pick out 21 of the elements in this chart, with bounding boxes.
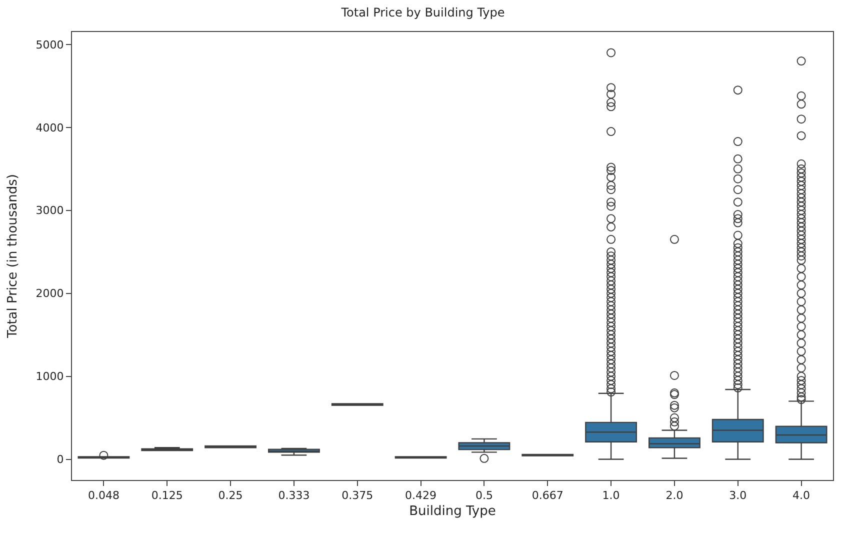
x-axis-title: Building Type xyxy=(409,504,496,519)
x-tick-label: 0.048 xyxy=(88,489,120,502)
x-tick-label: 3.0 xyxy=(729,489,747,502)
x-tick-label: 0.429 xyxy=(405,489,437,502)
y-tick-label: 4000 xyxy=(36,121,64,134)
x-tick-label: 4.0 xyxy=(792,489,810,502)
x-tick-label: 0.25 xyxy=(218,489,243,502)
x-tick-label: 0.333 xyxy=(278,489,310,502)
x-tick-label: 0.5 xyxy=(475,489,493,502)
x-tick-label: 2.0 xyxy=(666,489,684,502)
y-tick-label: 5000 xyxy=(36,38,64,52)
y-tick-label: 0 xyxy=(56,453,64,466)
x-tick-label: 0.125 xyxy=(151,489,183,502)
x-tick-label: 0.375 xyxy=(342,489,374,502)
y-axis-title: Total Price (in thousands) xyxy=(6,174,21,339)
y-tick-label: 3000 xyxy=(36,204,64,218)
x-tick-label: 0.667 xyxy=(532,489,564,502)
x-tick-label: 1.0 xyxy=(602,489,620,502)
y-tick-label: 2000 xyxy=(36,287,64,300)
chart-title: Total Price by Building Type xyxy=(340,5,505,20)
y-tick-label: 1000 xyxy=(36,370,64,384)
